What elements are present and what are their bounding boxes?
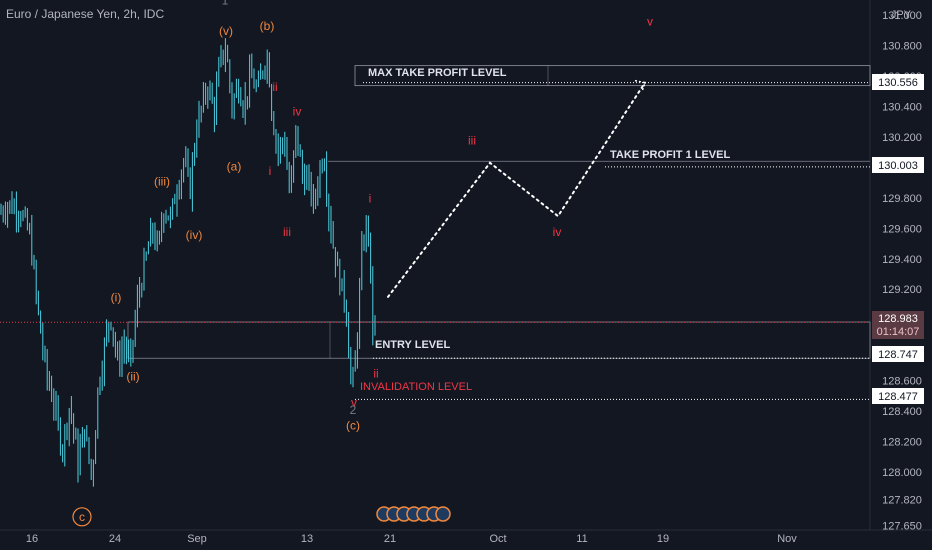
price-tick-label: 129.200: [882, 284, 922, 296]
wave-label: iii: [283, 225, 291, 239]
invalidation-price: 128.477: [878, 391, 918, 403]
max-take-profit-box: [354, 65, 871, 87]
max-take-profit-label: MAX TAKE PROFIT LEVEL: [368, 67, 507, 79]
wave-label: ii: [272, 80, 277, 94]
time-tick-label: Sep: [187, 533, 207, 545]
wave-label: ii: [373, 367, 378, 381]
price-tick-label: 127.820: [882, 494, 922, 506]
projection-arrowhead: [634, 79, 646, 92]
grid: [0, 0, 932, 531]
price-tick-label: 128.400: [882, 406, 922, 418]
price-tick-label: 129.600: [882, 223, 922, 235]
price-series: [0, 38, 376, 487]
price-tick-label: 128.000: [882, 467, 922, 479]
time-tick-label: 16: [26, 533, 38, 545]
wave-c-circle: [72, 507, 92, 527]
price-tick-label: 130.200: [882, 132, 922, 144]
price-tick-label: 129.800: [882, 193, 922, 205]
price-tick-label: 129.400: [882, 254, 922, 266]
invalidation-level-label: INVALIDATION LEVEL: [360, 381, 472, 393]
wave-label: (iv): [186, 228, 203, 242]
wave-label: 2: [350, 403, 357, 417]
time-tick-label: 19: [657, 533, 669, 545]
wave-label: i: [369, 191, 372, 205]
price-tick-label: 130.400: [882, 101, 922, 113]
take-profit-1-price-tag: 130.003: [872, 157, 924, 173]
wave-label: 1: [222, 0, 229, 7]
wave-label: (iii): [154, 175, 170, 189]
projection-path: [387, 79, 646, 298]
take-profit-1-label: TAKE PROFIT 1 LEVEL: [610, 149, 730, 161]
max-take-profit-price-tag: 130.556: [872, 74, 924, 90]
price-tick-label: 131.000: [882, 10, 922, 22]
currency-label: JPY: [891, 9, 912, 21]
take-profit-1-price: 130.003: [878, 160, 918, 172]
bar-countdown: 01:14:07: [877, 326, 920, 338]
economic-event-icon[interactable]: [435, 506, 451, 522]
wave-label: (a): [227, 159, 242, 173]
wave-label: (i): [111, 290, 122, 304]
wave-label: c: [79, 510, 85, 524]
price-tick-label: 130.800: [882, 40, 922, 52]
wave-label: iv: [553, 225, 562, 239]
event-icons[interactable]: [376, 506, 451, 522]
time-tick-label: Oct: [489, 533, 506, 545]
time-tick-label: 11: [576, 533, 587, 545]
wave-label: i: [269, 164, 272, 178]
current-price-tag: 128.983 01:14:07: [872, 311, 924, 339]
wave-label: iv: [293, 105, 302, 119]
price-tick-label: 128.600: [882, 376, 922, 388]
invalidation-price-tag: 128.477: [872, 388, 924, 404]
wave-label: (b): [260, 19, 275, 33]
wave-label: (v): [219, 24, 233, 38]
time-tick-label: 21: [384, 533, 396, 545]
price-tick-label: 128.200: [882, 437, 922, 449]
time-tick-label: Nov: [777, 533, 797, 545]
wave-label: iii: [468, 134, 476, 148]
wave-label: (c): [346, 418, 360, 432]
wave-label: v: [647, 15, 653, 29]
current-price: 128.983: [878, 313, 918, 325]
entry-price: 128.747: [878, 349, 918, 361]
wave-label: (ii): [126, 370, 139, 384]
level-lines: [0, 82, 870, 400]
time-tick-label: 24: [109, 533, 121, 545]
entry-price-tag: 128.747: [872, 346, 924, 362]
projection-line: [387, 81, 646, 298]
entry-level-label: ENTRY LEVEL: [375, 339, 450, 351]
symbol-title: Euro / Japanese Yen, 2h, IDC: [6, 7, 164, 21]
time-axis[interactable]: 16 24 Sep 13 21 Oct 11 19 Nov: [26, 533, 797, 545]
time-tick-label: 13: [301, 533, 313, 545]
wave-label: v: [351, 396, 357, 410]
price-tick-label: 127.650: [882, 520, 922, 532]
max-take-profit-price: 130.556: [878, 77, 918, 89]
